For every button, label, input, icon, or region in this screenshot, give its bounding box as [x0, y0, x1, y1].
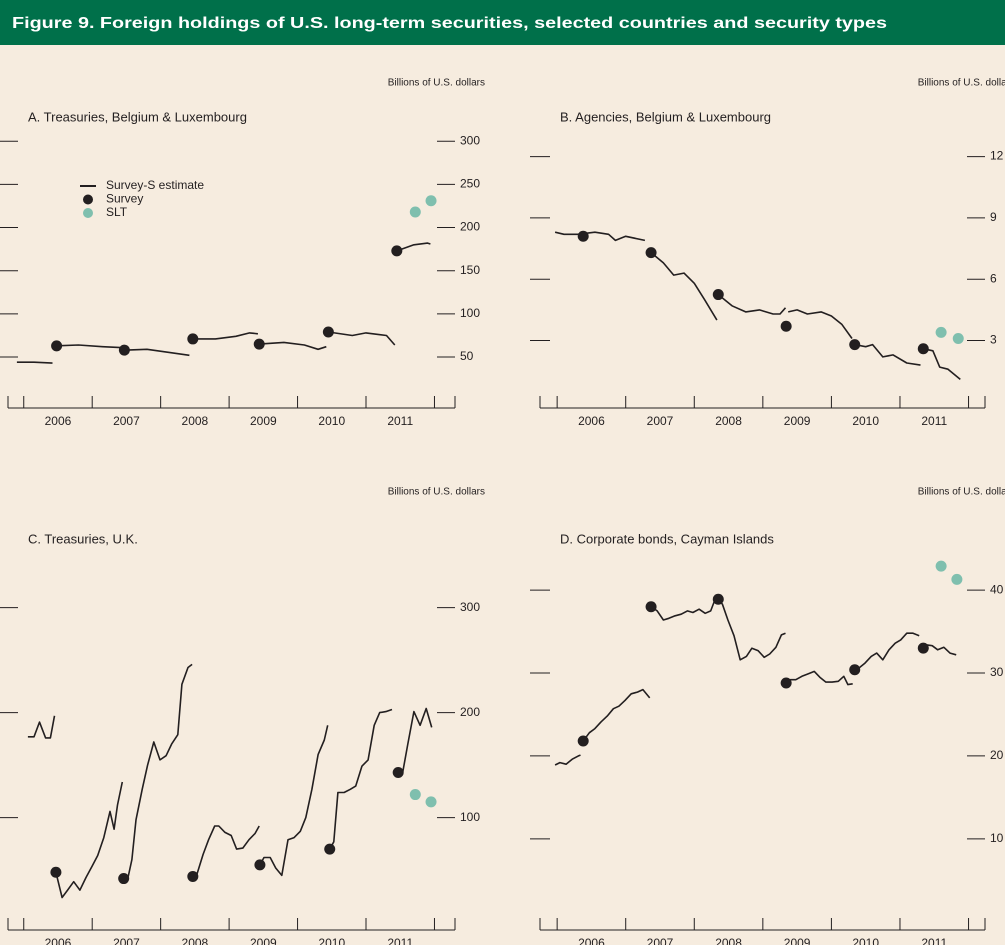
x-tick-label: 2009 [784, 414, 811, 428]
x-tick-label: 2008 [182, 414, 209, 428]
data-point [118, 344, 130, 356]
data-point [322, 326, 334, 338]
y-tick-label: 200 [460, 705, 480, 719]
data-point [645, 601, 657, 613]
panel: Billions of U.S. dollars A. Treasuries, B… [0, 78, 485, 428]
x-tick-label: 2009 [250, 936, 277, 945]
unit-label: Billions of U.S. dollars [918, 487, 1005, 498]
data-point [577, 735, 589, 747]
data-point [780, 677, 792, 689]
x-tick-label: 2011 [387, 414, 413, 428]
data-point [253, 338, 265, 350]
x-tick-label: 2007 [647, 414, 674, 428]
y-tick-label: 3 [990, 333, 997, 347]
x-tick-label: 2011 [921, 414, 947, 428]
panel: Billions of U.S. dollars C. Treasuries, U… [0, 487, 485, 945]
x-tick-label: 2008 [715, 414, 742, 428]
data-point [952, 333, 964, 344]
y-tick-label: 10 [990, 831, 1004, 845]
x-tick-label: 2006 [45, 936, 72, 945]
x-tick-label: 2010 [852, 936, 879, 945]
x-tick-label: 2008 [182, 936, 209, 945]
x-tick-label: 2010 [318, 936, 345, 945]
y-tick-label: 200 [460, 220, 480, 234]
data-point [712, 593, 724, 605]
data-line [16, 242, 431, 364]
panel-title: D. Corporate bonds, Cayman Islands [560, 531, 774, 546]
y-tick-label: 6 [990, 271, 997, 285]
data-point [917, 642, 929, 654]
data-point [935, 560, 947, 572]
panel-title: A. Treasuries, Belgium & Luxembourg [28, 109, 247, 124]
y-tick-label: 20 [990, 748, 1004, 762]
data-line [554, 598, 957, 766]
data-point [392, 767, 404, 778]
x-tick-label: 2009 [784, 936, 811, 945]
legend-label: Survey [106, 192, 143, 206]
legend-label: Survey-S estimate [106, 178, 204, 192]
x-tick-label: 2008 [715, 936, 742, 945]
data-point [849, 339, 861, 351]
data-point [50, 866, 62, 878]
data-point [645, 247, 657, 259]
x-tick-label: 2009 [250, 414, 277, 428]
data-point [849, 664, 861, 676]
data-point [391, 245, 403, 257]
data-point [254, 859, 266, 871]
figure-title: Figure 9. Foreign holdings of U.S. long-… [12, 15, 887, 32]
panel: Billions of U.S. dollars B. Agencies, Bel… [530, 78, 1005, 428]
y-tick-label: 300 [460, 600, 480, 614]
y-tick-label: 300 [460, 133, 480, 147]
x-tick-label: 2006 [578, 936, 605, 945]
y-tick-label: 100 [460, 810, 480, 824]
y-tick-label: 50 [460, 349, 474, 363]
data-point [409, 789, 421, 801]
x-tick-label: 2011 [921, 936, 947, 945]
panel-title: C. Treasuries, U.K. [28, 531, 138, 546]
data-point [917, 343, 929, 355]
x-tick-label: 2006 [578, 414, 605, 428]
data-point [577, 230, 589, 242]
x-tick-label: 2010 [318, 414, 345, 428]
data-point [409, 206, 421, 218]
y-tick-label: 30 [990, 665, 1004, 679]
legend-swatch [83, 194, 93, 205]
legend-swatch [83, 208, 93, 218]
data-point [780, 320, 792, 332]
data-point [712, 289, 724, 301]
legend-label: SLT [106, 205, 128, 219]
header-bar [0, 0, 1005, 45]
data-point [51, 340, 63, 352]
y-tick-label: 250 [460, 177, 480, 191]
data-point [187, 333, 199, 345]
y-tick-label: 9 [990, 210, 997, 224]
panel: Billions of U.S. dollars D. Corporate bon… [530, 487, 1005, 945]
data-point [324, 843, 336, 855]
unit-label: Billions of U.S. dollars [388, 487, 485, 498]
y-tick-label: 100 [460, 306, 480, 320]
panel-title: B. Agencies, Belgium & Luxembourg [560, 109, 771, 124]
unit-label: Billions of U.S. dollars [918, 78, 1005, 89]
y-tick-label: 12 [990, 149, 1004, 163]
data-point [187, 870, 199, 882]
data-point [951, 573, 963, 585]
x-tick-label: 2010 [852, 414, 879, 428]
x-tick-label: 2007 [647, 936, 674, 945]
unit-label: Billions of U.S. dollars [388, 78, 485, 89]
data-point [425, 796, 437, 808]
data-line [554, 231, 961, 381]
y-tick-label: 150 [460, 263, 480, 277]
data-line [27, 663, 433, 899]
data-point [118, 873, 130, 885]
y-tick-label: 40 [990, 582, 1004, 596]
data-point [425, 195, 437, 207]
x-tick-label: 2007 [113, 414, 140, 428]
x-tick-label: 2011 [387, 936, 413, 945]
data-point [935, 326, 947, 338]
x-tick-label: 2006 [45, 414, 72, 428]
x-tick-label: 2007 [113, 936, 140, 945]
